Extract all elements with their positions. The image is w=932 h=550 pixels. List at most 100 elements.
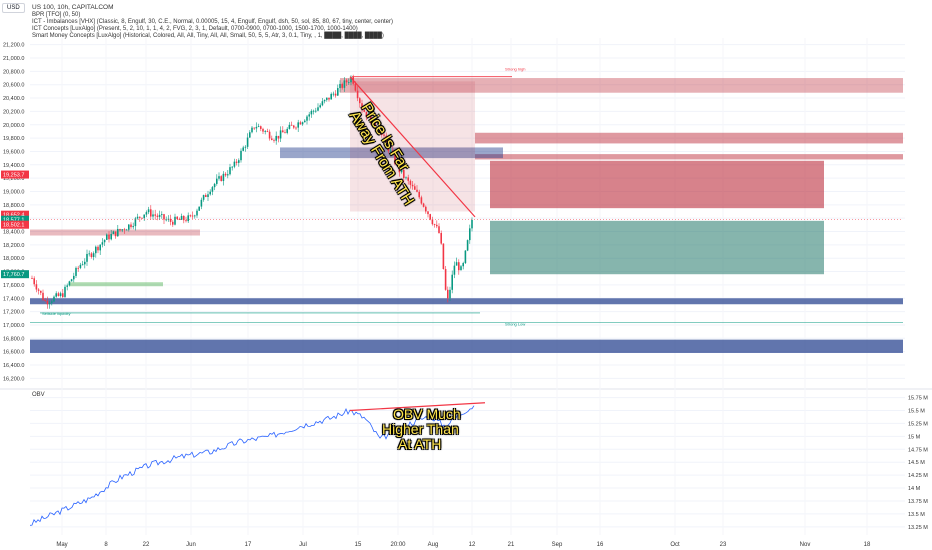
supply-demand-zone bbox=[475, 132, 903, 144]
candle-body bbox=[376, 127, 379, 132]
candle-body bbox=[154, 214, 156, 216]
symbol-title[interactable]: US 100, 10h, CAPITALCOM bbox=[32, 4, 114, 11]
candle-body bbox=[271, 138, 273, 140]
candle-body bbox=[117, 228, 119, 237]
obv-pane-label[interactable]: OBV bbox=[32, 392, 45, 398]
candle-body bbox=[207, 194, 209, 197]
candle-body bbox=[312, 110, 315, 112]
candle-body bbox=[308, 114, 310, 117]
candle-body bbox=[293, 125, 295, 128]
price-tick-label: 16,600.0 bbox=[3, 350, 24, 356]
candle-body bbox=[238, 160, 240, 163]
candle-body bbox=[130, 224, 132, 228]
candle-body bbox=[429, 214, 431, 220]
candle-body bbox=[172, 221, 174, 225]
candle-body bbox=[317, 107, 319, 111]
indicator-legend-2[interactable]: ICT - Imbalances [VHX] (Classic, 8, Engu… bbox=[32, 19, 393, 25]
level-label: Strong Low bbox=[505, 322, 525, 327]
candle-body bbox=[33, 278, 35, 285]
price-axis[interactable]: 21,200.0 21,000.0 20,800.0 20,600.0 20,400.0… bbox=[1, 43, 928, 531]
candle-body bbox=[411, 184, 414, 187]
candle-body bbox=[222, 173, 225, 181]
candle-body bbox=[257, 126, 260, 128]
candle-body bbox=[396, 163, 398, 165]
candle-body bbox=[103, 239, 106, 243]
obv-annotation-line-1: OBV Much bbox=[393, 406, 461, 422]
candle-body bbox=[64, 286, 66, 297]
candle-body bbox=[367, 113, 370, 117]
time-tick-label: 15 bbox=[355, 542, 362, 548]
candle-body bbox=[284, 132, 286, 134]
obv-pane bbox=[29, 402, 486, 526]
candle-body bbox=[86, 253, 88, 262]
candle-body bbox=[73, 275, 75, 280]
candle-body bbox=[150, 209, 152, 217]
indicator-legend-1[interactable]: BPR [TFO] (0, 50) bbox=[32, 12, 81, 18]
candle-body bbox=[35, 284, 38, 290]
candle-body bbox=[455, 262, 458, 266]
price-tick-label: 17,600.0 bbox=[3, 283, 24, 289]
price-tick-label: 20,000.0 bbox=[3, 123, 24, 129]
price-label-text: 18,502.1 bbox=[3, 223, 24, 229]
price-label-text: 19,253.7 bbox=[3, 173, 24, 179]
price-tick-label: 21,200.0 bbox=[3, 43, 24, 49]
indicator-legend-4[interactable]: Smart Money Concepts [LuxAlgo] (Historic… bbox=[32, 33, 384, 39]
price-tick-label: 19,200.0 bbox=[3, 176, 24, 182]
price-tick-label: 17,400.0 bbox=[3, 296, 24, 302]
supply-demand-zone bbox=[30, 298, 903, 305]
candle-body bbox=[381, 134, 383, 135]
supply-demand-zone bbox=[280, 147, 503, 159]
candle-body bbox=[444, 269, 447, 290]
candle-body bbox=[163, 214, 165, 220]
price-tick-label: 20,800.0 bbox=[3, 69, 24, 75]
candle-body bbox=[345, 80, 348, 83]
obv-tick-label: 15.5 M bbox=[908, 409, 925, 415]
candle-body bbox=[218, 176, 220, 179]
price-tick-label: 19,600.0 bbox=[3, 149, 24, 155]
obv-tick-label: 14.5 M bbox=[908, 460, 925, 466]
candle-body bbox=[306, 116, 308, 121]
candle-body bbox=[77, 267, 79, 269]
candle-body bbox=[75, 267, 77, 276]
candle-body bbox=[464, 250, 467, 264]
candle-body bbox=[451, 274, 453, 290]
candle-body bbox=[176, 216, 178, 219]
price-tick-label: 20,200.0 bbox=[3, 109, 24, 115]
obv-tick-label: 15.25 M bbox=[908, 421, 928, 427]
candle-body bbox=[370, 113, 372, 124]
candle-body bbox=[224, 173, 227, 176]
time-tick-label: 23 bbox=[720, 542, 727, 548]
zones bbox=[30, 78, 903, 353]
candle-body bbox=[304, 120, 306, 123]
time-tick-label: Nov bbox=[800, 542, 811, 548]
candle-body bbox=[53, 296, 55, 302]
candle-body bbox=[425, 206, 427, 212]
candle-body bbox=[255, 126, 258, 129]
candle-body bbox=[328, 97, 330, 100]
supply-demand-zone bbox=[340, 78, 903, 93]
level-label: Strong high bbox=[505, 67, 525, 72]
candle-body bbox=[169, 218, 172, 222]
obv-tick-label: 14.75 M bbox=[908, 447, 928, 453]
candle-body bbox=[301, 122, 304, 125]
candle-body bbox=[161, 214, 163, 215]
candle-body bbox=[106, 234, 108, 240]
candle-body bbox=[152, 214, 154, 217]
candle-body bbox=[403, 169, 405, 179]
candle-body bbox=[97, 246, 99, 251]
candle-body bbox=[348, 82, 350, 84]
candle-body bbox=[194, 215, 196, 217]
candle-body bbox=[229, 167, 231, 175]
candle-body bbox=[57, 293, 60, 296]
currency-button[interactable]: USD bbox=[2, 3, 25, 13]
candle-body bbox=[385, 135, 387, 143]
indicator-legend-3[interactable]: ICT Concepts [LuxAlgo] (Present, 5, 2, 1… bbox=[32, 26, 358, 32]
obv-trend-line bbox=[349, 402, 486, 412]
candle-body bbox=[372, 118, 374, 124]
candle-body bbox=[220, 176, 222, 181]
time-axis[interactable]: May 8 22 Jun 17 Jul 15 20:00 Aug 12 21 Sep 16 Oct 23 No… bbox=[56, 542, 871, 548]
candle-body bbox=[337, 88, 339, 96]
candle-body bbox=[418, 191, 420, 198]
candle-body bbox=[189, 215, 192, 217]
candle-body bbox=[466, 240, 469, 251]
